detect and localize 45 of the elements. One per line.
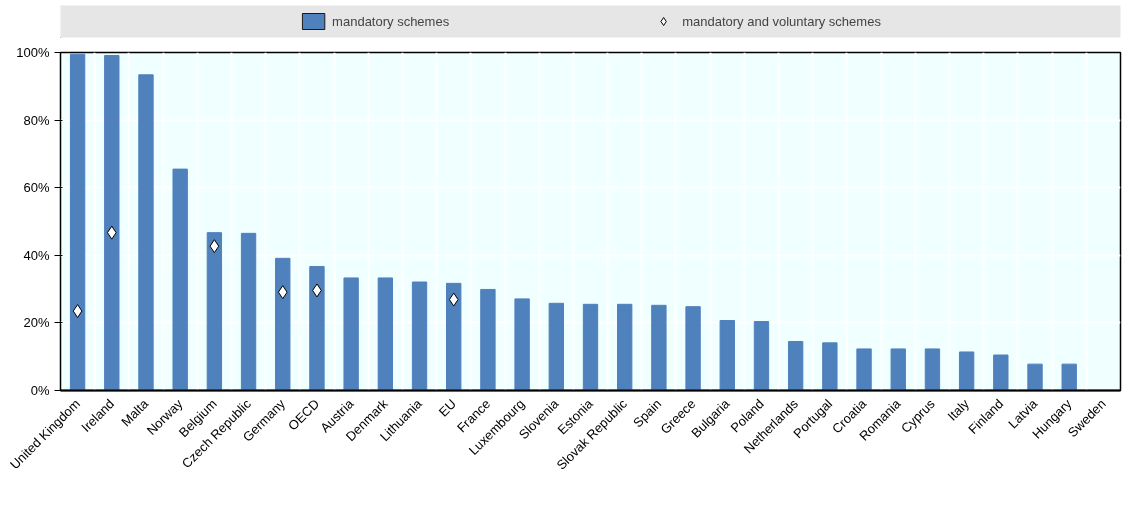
point — [448, 292, 459, 307]
bar — [685, 306, 701, 391]
bar — [719, 320, 735, 391]
bar — [240, 232, 257, 391]
y-tick-label: 80% — [23, 112, 50, 128]
bar — [856, 348, 872, 391]
legend-label: mandatory and voluntary schemes — [682, 13, 881, 29]
bar — [617, 303, 633, 391]
bar — [924, 348, 941, 391]
bar — [651, 304, 667, 391]
x-tick-label: EU — [435, 396, 460, 420]
x-tick-label: Italy — [944, 395, 973, 424]
bar — [206, 232, 223, 391]
bar — [753, 321, 770, 391]
bar — [446, 282, 462, 391]
bar — [104, 55, 120, 391]
bar — [993, 354, 1009, 391]
y-tick-label: 0% — [30, 383, 50, 398]
y-tick-label: 60% — [23, 180, 50, 196]
y-tick-label: 40% — [23, 247, 50, 263]
y-tick-label: 100% — [16, 45, 50, 60]
point — [209, 239, 220, 254]
bar — [1061, 363, 1077, 391]
bar — [890, 348, 906, 391]
bar — [411, 281, 428, 391]
point — [72, 304, 83, 319]
bar — [480, 288, 496, 391]
bar — [822, 342, 838, 391]
bar — [343, 277, 359, 391]
bar — [172, 168, 188, 391]
bar — [309, 265, 325, 391]
bar — [514, 298, 530, 391]
bar — [958, 351, 975, 391]
bar — [582, 303, 599, 391]
bar — [69, 53, 86, 391]
bar — [377, 277, 394, 391]
bar — [275, 257, 291, 391]
y-tick-label: 20% — [23, 315, 50, 331]
bar — [1027, 363, 1043, 391]
point — [277, 285, 288, 300]
bar — [787, 340, 804, 391]
bar — [548, 302, 564, 391]
legend-label: mandatory schemes — [332, 13, 450, 29]
bar — [138, 74, 154, 391]
point — [106, 225, 117, 240]
